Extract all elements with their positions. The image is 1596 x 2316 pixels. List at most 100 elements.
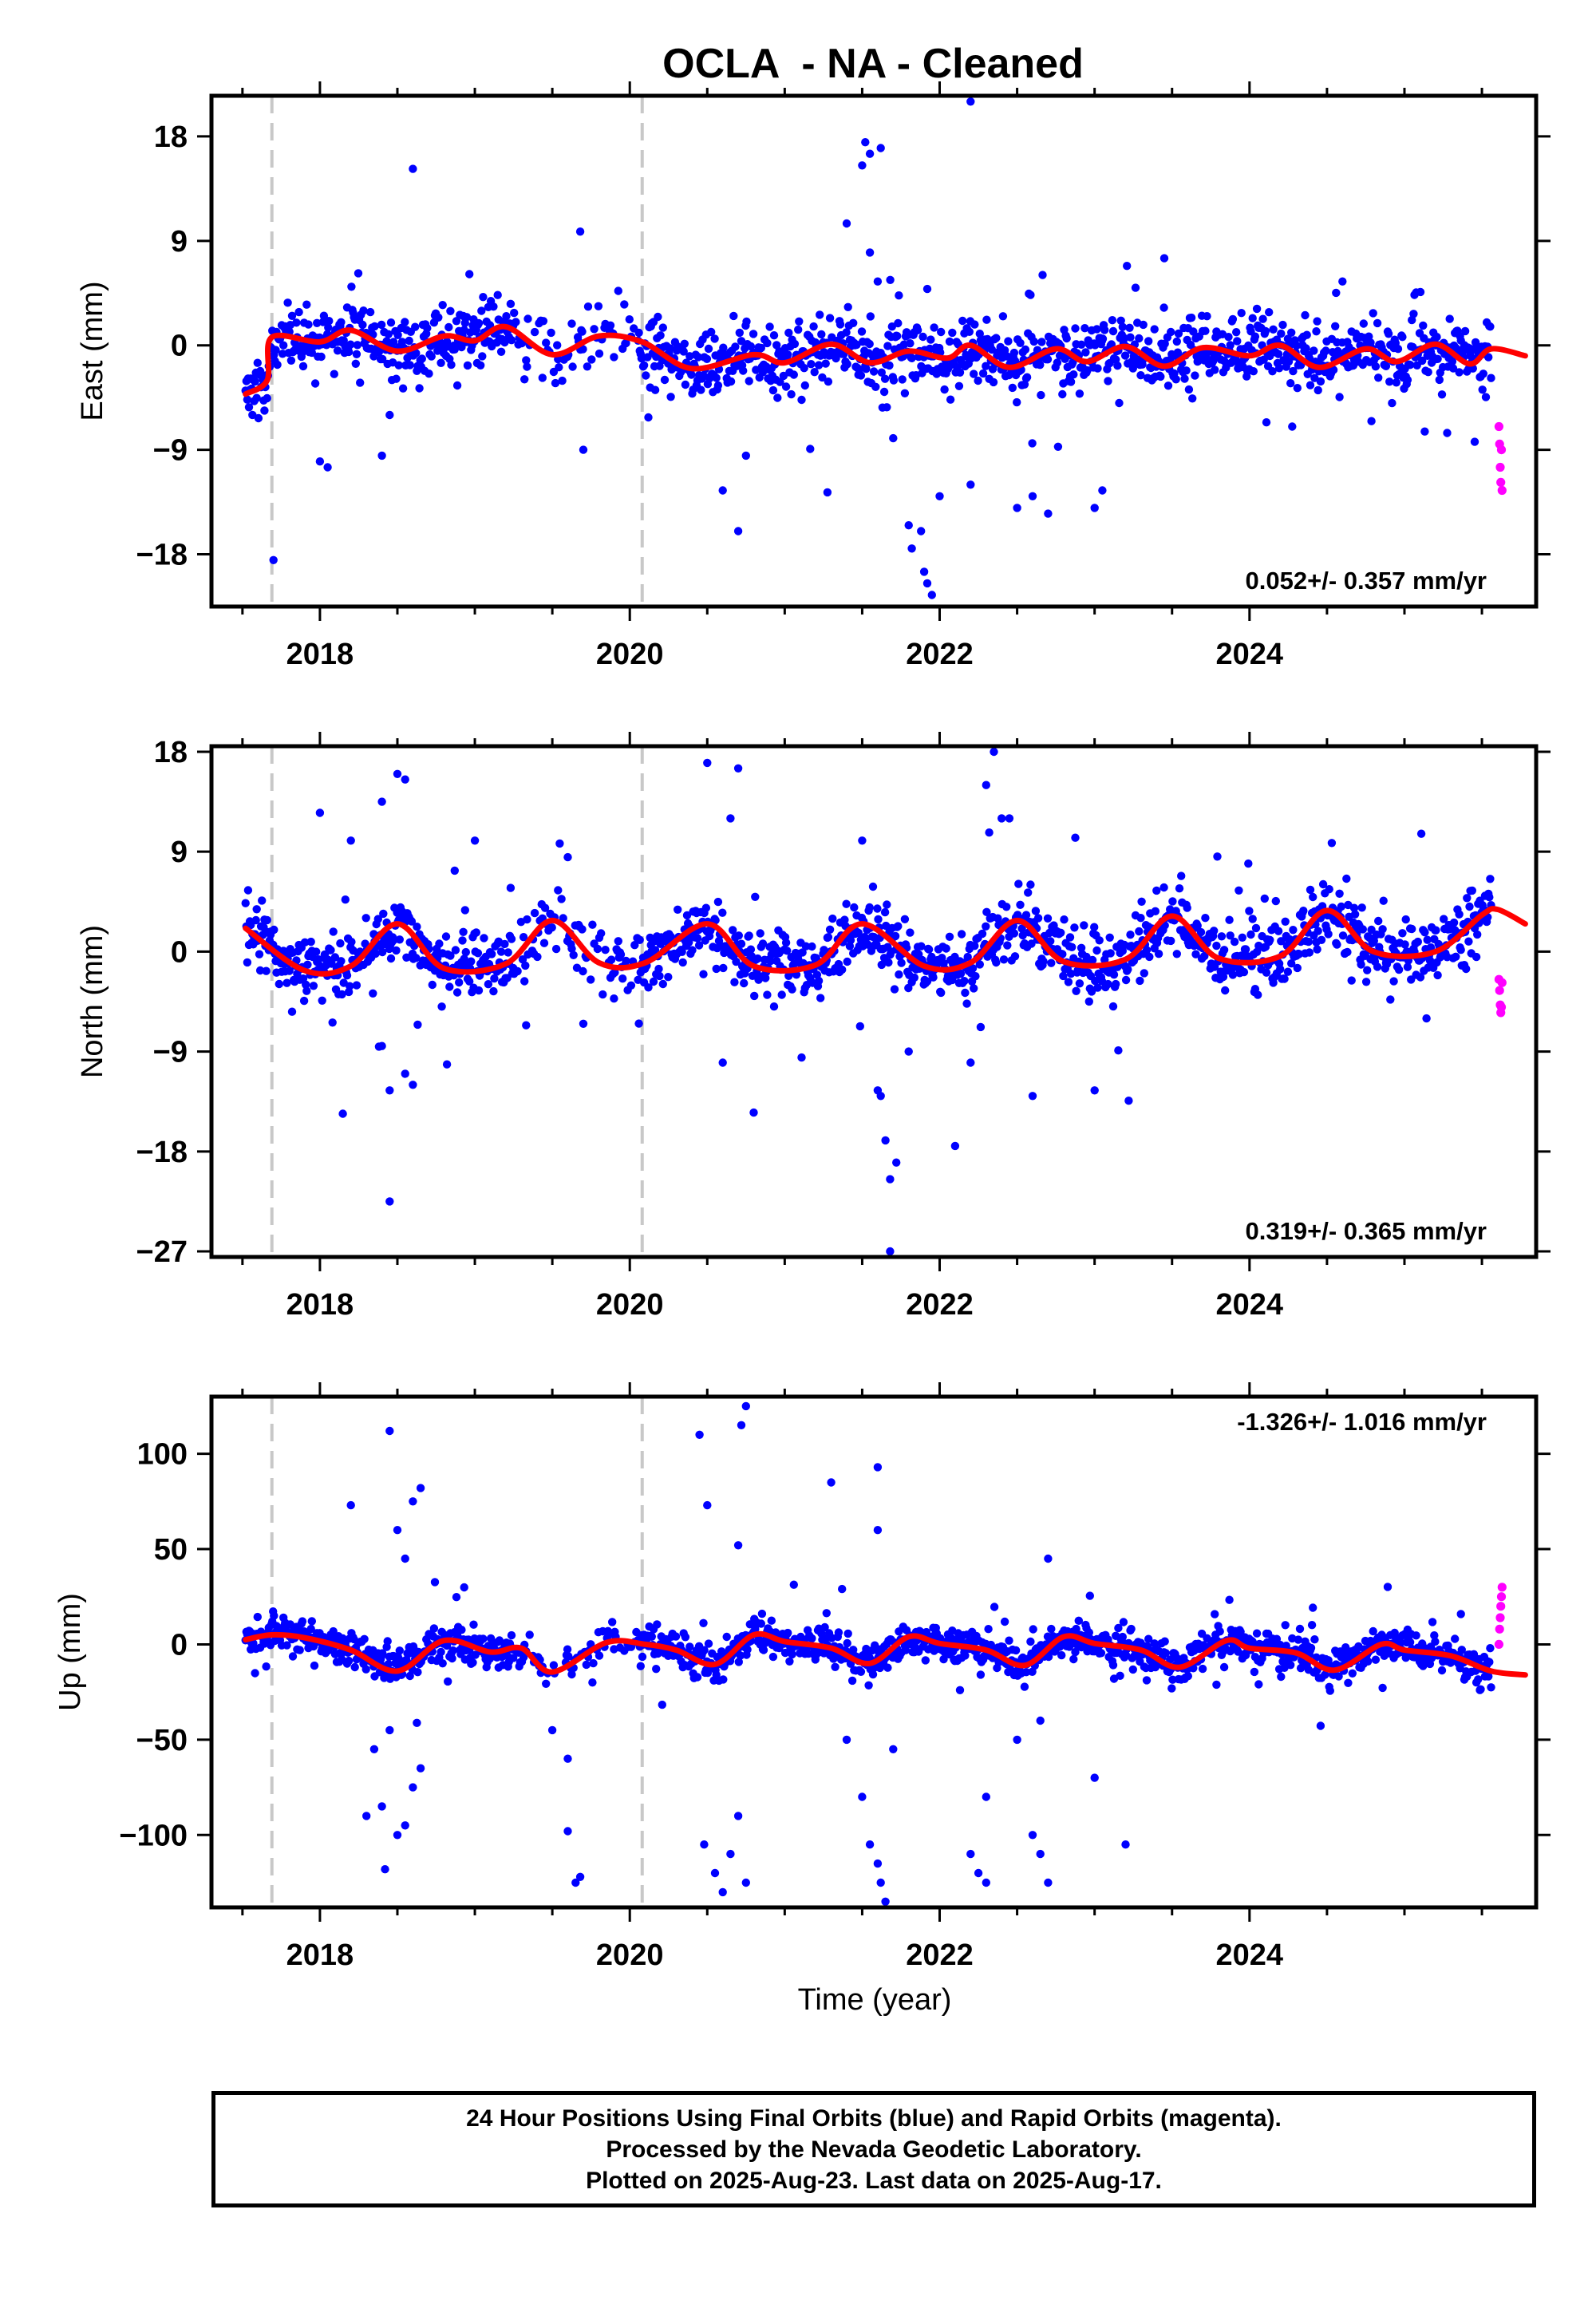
- final-orbit-point: [644, 413, 653, 422]
- final-orbit-point: [1128, 1665, 1138, 1674]
- final-orbit-point: [1423, 935, 1432, 944]
- final-orbit-point: [817, 330, 826, 339]
- rapid-orbit-point: [1495, 1624, 1504, 1634]
- final-orbit-point: [1457, 1646, 1467, 1654]
- final-orbit-point: [935, 492, 944, 500]
- final-orbit-point: [1016, 900, 1025, 910]
- x-tick-label: 2024: [1216, 638, 1284, 671]
- final-orbit-point: [1456, 1610, 1465, 1618]
- final-orbit-point: [578, 925, 587, 934]
- final-orbit-point: [1090, 923, 1099, 931]
- final-orbit-point: [1168, 897, 1177, 906]
- final-orbit-point: [260, 406, 269, 415]
- final-orbit-point: [1371, 1655, 1381, 1664]
- final-orbit-point: [1108, 316, 1117, 325]
- final-orbit-point: [1226, 341, 1235, 350]
- final-orbit-point: [254, 413, 263, 423]
- final-orbit-point: [960, 977, 969, 986]
- final-orbit-point: [892, 1158, 901, 1167]
- final-orbit-point: [1137, 897, 1146, 907]
- final-orbit-point: [639, 361, 649, 370]
- final-orbit-point: [990, 747, 998, 757]
- final-orbit-point: [703, 1500, 712, 1510]
- final-orbit-point: [1258, 314, 1267, 323]
- final-orbit-point: [1139, 320, 1148, 330]
- final-orbit-point: [1135, 927, 1144, 936]
- final-orbit-point: [326, 946, 335, 954]
- final-orbit-point: [703, 1668, 713, 1678]
- final-orbit-point: [990, 1603, 999, 1611]
- final-orbit-point: [1294, 1635, 1303, 1644]
- final-orbit-point: [1378, 925, 1387, 934]
- final-orbit-point: [794, 325, 803, 334]
- final-orbit-point: [495, 1636, 504, 1645]
- final-orbit-point: [950, 1141, 960, 1151]
- final-orbit-point: [886, 275, 895, 284]
- final-orbit-point: [551, 944, 561, 954]
- final-orbit-point: [459, 927, 468, 937]
- final-orbit-point: [377, 451, 386, 460]
- final-orbit-point: [455, 978, 464, 987]
- final-orbit-point: [341, 895, 350, 904]
- final-orbit-point: [1127, 1624, 1136, 1634]
- final-orbit-point: [801, 942, 811, 951]
- final-orbit-point: [369, 989, 377, 998]
- final-orbit-point: [1172, 337, 1182, 346]
- final-orbit-point: [1331, 322, 1340, 330]
- final-orbit-point: [945, 932, 954, 942]
- final-orbit-point: [622, 338, 630, 348]
- final-orbit-point: [287, 311, 297, 320]
- final-orbit-point: [365, 307, 375, 317]
- final-orbit-point: [1088, 955, 1097, 965]
- final-orbit-point: [1413, 937, 1423, 947]
- final-orbit-point: [857, 327, 867, 336]
- final-orbit-point: [392, 374, 401, 383]
- final-orbit-point: [1359, 319, 1369, 328]
- final-orbit-point: [719, 343, 728, 352]
- final-orbit-point: [1383, 1583, 1393, 1591]
- final-orbit-point: [346, 836, 355, 845]
- final-orbit-point: [1211, 366, 1219, 374]
- final-orbit-point: [823, 488, 832, 497]
- final-orbit-point: [330, 370, 338, 378]
- x-tick-label: 2022: [906, 1939, 974, 1972]
- final-orbit-point: [913, 326, 922, 334]
- final-orbit-point: [1106, 949, 1115, 958]
- final-orbit-point: [416, 1764, 425, 1773]
- final-orbit-point: [445, 982, 454, 991]
- final-orbit-point: [324, 323, 333, 332]
- final-orbit-point: [423, 324, 432, 333]
- final-orbit-point: [579, 1019, 588, 1029]
- final-orbit-point: [1177, 871, 1186, 880]
- final-orbit-point: [831, 1662, 839, 1671]
- final-orbit-point: [1118, 322, 1128, 331]
- final-orbit-point: [523, 915, 531, 924]
- final-orbit-point: [1112, 355, 1120, 364]
- final-orbit-point: [1286, 379, 1295, 388]
- final-orbit-point: [275, 979, 283, 989]
- final-orbit-point: [790, 339, 800, 349]
- final-orbit-point: [336, 939, 345, 948]
- final-orbit-point: [1245, 907, 1254, 915]
- rate-label: -1.326+/- 1.016 mm/yr: [1237, 1408, 1487, 1436]
- final-orbit-point: [262, 1662, 271, 1671]
- final-orbit-point: [378, 947, 387, 957]
- final-orbit-point: [559, 914, 567, 923]
- final-orbit-point: [1093, 364, 1102, 373]
- final-orbit-point: [1211, 1610, 1219, 1618]
- final-orbit-point: [842, 899, 851, 908]
- final-orbit-point: [840, 915, 849, 924]
- final-orbit-point: [650, 385, 660, 394]
- final-orbit-point: [769, 1002, 779, 1011]
- final-orbit-point: [1180, 374, 1189, 383]
- final-orbit-point: [1474, 1675, 1483, 1684]
- final-orbit-point: [393, 1526, 402, 1535]
- final-orbit-point: [450, 866, 459, 875]
- final-orbit-point: [843, 1629, 852, 1638]
- final-orbit-point: [1131, 283, 1140, 292]
- final-orbit-point: [1455, 368, 1464, 377]
- final-orbit-point: [1369, 936, 1379, 946]
- final-orbit-point: [1486, 875, 1495, 883]
- final-orbit-point: [846, 935, 855, 945]
- final-orbit-point: [810, 368, 819, 377]
